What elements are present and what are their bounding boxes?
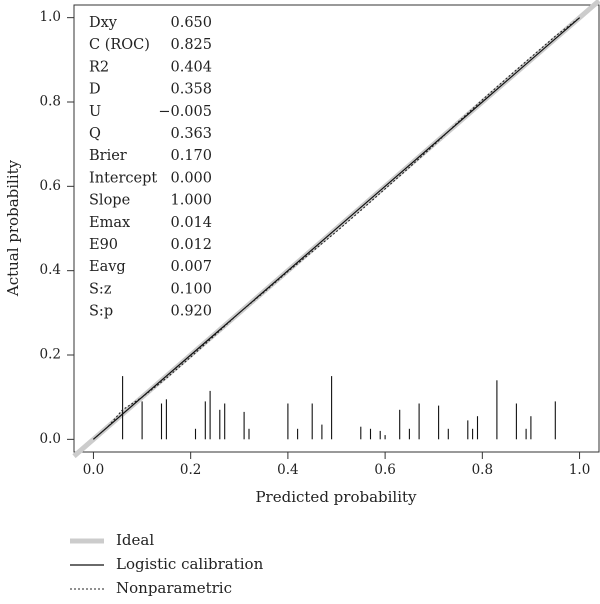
legend-label-ideal: Ideal	[116, 531, 154, 549]
x-tick-label: 0.4	[277, 462, 298, 478]
legend-label-logistic-calibration: Logistic calibration	[116, 555, 264, 573]
x-tick-label: 1.0	[569, 462, 590, 478]
x-tick-label: 0.6	[374, 462, 395, 478]
stat-value: 0.100	[170, 281, 212, 297]
calibration-lines	[93, 17, 580, 440]
stat-label: Slope	[89, 193, 130, 209]
x-tick-label: 0.2	[180, 462, 201, 478]
stat-label: D	[89, 82, 101, 98]
stat-label: R2	[89, 59, 109, 75]
x-axis-title: Predicted probability	[255, 488, 417, 506]
y-tick-label: 0.2	[40, 347, 61, 363]
stat-value: −0.005	[158, 104, 212, 120]
stat-value: 0.007	[170, 259, 212, 275]
x-tick-label: 0.8	[472, 462, 493, 478]
stat-value: 0.363	[170, 126, 212, 142]
histogram-spikes	[122, 376, 556, 440]
stat-label: Intercept	[89, 170, 157, 186]
stat-value: 0.404	[170, 59, 212, 75]
stat-label: E90	[89, 237, 118, 253]
y-tick-label: 0.6	[40, 178, 61, 194]
stat-label: Dxy	[89, 15, 118, 31]
legend: Ideal Logistic calibration Nonparametric	[70, 531, 264, 597]
stat-label: S:z	[89, 281, 112, 297]
legend-label-nonparametric: Nonparametric	[116, 579, 232, 597]
stat-value: 0.014	[170, 215, 212, 231]
y-tick-label: 0.0	[40, 431, 61, 447]
y-tick-label: 1.0	[40, 9, 61, 25]
y-axis: 0.0 0.2 0.4 0.6 0.8 1.0	[40, 9, 75, 447]
y-tick-label: 0.4	[40, 262, 61, 278]
x-axis: 0.0 0.2 0.4 0.6 0.8 1.0	[83, 451, 590, 478]
stat-value: 0.358	[170, 82, 212, 98]
y-axis-title: Actual probability	[4, 159, 22, 297]
y-tick-label: 0.8	[40, 93, 61, 109]
stat-label: Emax	[89, 215, 130, 231]
stat-label: U	[89, 104, 101, 120]
stat-value: 1.000	[170, 193, 212, 209]
stat-value: 0.012	[170, 237, 212, 253]
stat-label: Brier	[89, 148, 127, 164]
stat-label: Q	[89, 126, 101, 142]
stat-value: 0.920	[170, 304, 212, 320]
stat-label: C (ROC)	[89, 37, 150, 53]
stat-label: S:p	[89, 304, 113, 320]
stat-value: 0.170	[170, 148, 212, 164]
series-line-nonparametric	[93, 17, 580, 440]
stat-value: 0.000	[170, 170, 212, 186]
stat-value: 0.650	[170, 15, 212, 31]
stat-label: Eavg	[89, 259, 126, 275]
x-tick-label: 0.0	[83, 462, 104, 478]
series-line-logistic-calibration	[93, 17, 580, 440]
stats-panel: Dxy 0.650 C (ROC) 0.825 R2 0.404 D 0.358 U −0.005…	[89, 15, 212, 320]
stat-value: 0.825	[170, 37, 212, 53]
